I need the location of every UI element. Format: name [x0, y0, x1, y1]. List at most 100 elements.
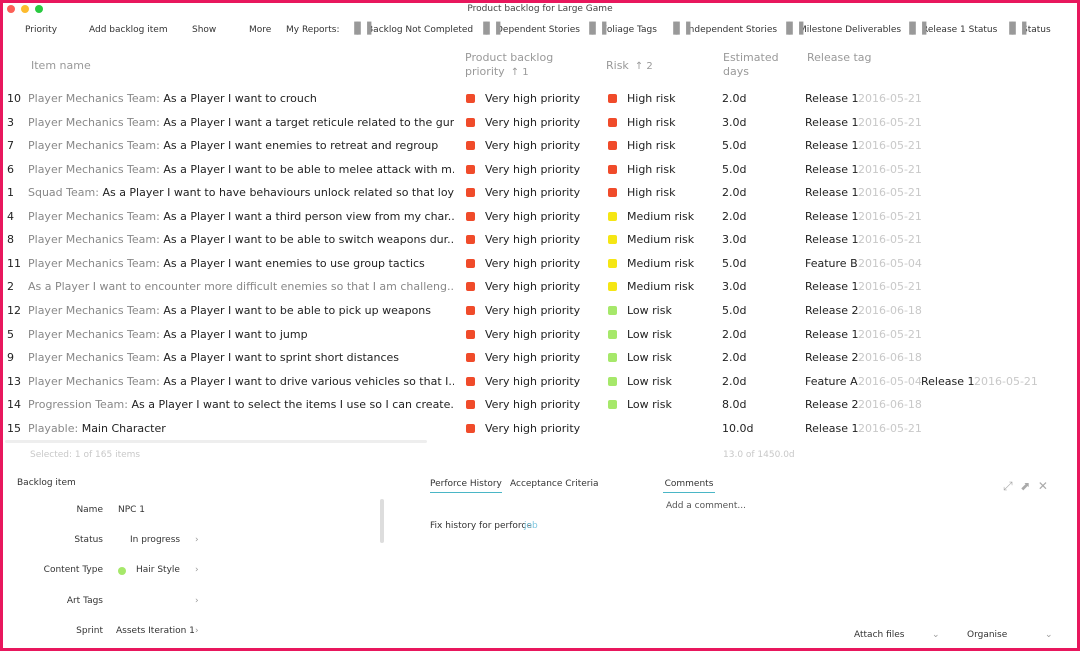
field-value[interactable]: Assets Iteration 1 [116, 625, 195, 636]
toolbar-button[interactable]: More [249, 25, 272, 35]
risk: Low risk [627, 327, 672, 341]
column-header[interactable]: Estimated days [723, 51, 793, 79]
risk-marker [608, 235, 617, 245]
toolbar-button[interactable]: Dependent Stories [496, 25, 580, 35]
table-row[interactable]: 9 Player Mechanics Team: As a Player I wa… [3, 351, 1073, 371]
comment-input[interactable]: Add a comment... [666, 501, 747, 511]
item-text: As a Player I want to be able to pick up… [163, 303, 431, 317]
item-id: 3 [7, 115, 14, 129]
table-row[interactable]: 2 As a Player I want to encounter more di… [3, 280, 1073, 300]
item-text: As a Player I want to drive various vehi… [163, 374, 454, 388]
priority-marker [466, 117, 475, 127]
item-id: 10 [7, 92, 21, 105]
column-header[interactable]: Item name [31, 59, 101, 73]
risk: High risk [627, 139, 676, 153]
risk-marker [608, 353, 617, 363]
history-link[interactable]: job [524, 521, 538, 531]
table-row[interactable]: 3 Player Mechanics Team: As a Player I wa… [3, 116, 1073, 136]
item-text: As a Player I want to have behaviours un… [102, 186, 454, 200]
item-name: Progression Team: As a Player I want to … [28, 398, 454, 411]
organise-button[interactable]: Organise [967, 630, 1008, 640]
field-label: Art Tags [66, 595, 103, 606]
table-row[interactable]: 1 Squad Team: As a Player I want to have … [3, 186, 1073, 206]
priority: Very high priority [485, 92, 581, 105]
tab[interactable]: Acceptance Criteria [510, 479, 599, 489]
priority-marker [466, 188, 475, 198]
release-date: 2016-05-21 [858, 139, 922, 153]
team: Player Mechanics Team: [28, 256, 160, 270]
chart-icon: ▐▌▐ [479, 22, 500, 35]
toolbar-button[interactable]: Foliage Tags [602, 25, 657, 35]
risk: Low risk [627, 303, 672, 317]
item-id: 13 [7, 374, 21, 388]
release-date: 2016-05-21 [858, 327, 922, 341]
priority-marker [466, 211, 475, 221]
table-row[interactable]: 4 Player Mechanics Team: As a Player I wa… [3, 210, 1073, 230]
tab[interactable]: Perforce History [430, 479, 502, 493]
table-row[interactable]: 5 Player Mechanics Team: As a Player I wa… [3, 328, 1073, 348]
release-tag: Feature A [805, 374, 858, 388]
team: Player Mechanics Team: [28, 327, 160, 341]
risk: High risk [627, 186, 676, 200]
item-text: As a Player I want enemies to retreat an… [163, 139, 439, 153]
attach-button[interactable]: Attach files [854, 630, 905, 640]
priority-marker [466, 94, 475, 103]
release-tag: Release 1 [805, 115, 859, 129]
field-value[interactable]: Hair Style [136, 565, 180, 576]
field-label: Sprint [76, 625, 103, 636]
field-value[interactable]: NPC 1 [118, 505, 146, 515]
tab[interactable]: Comments [663, 479, 715, 493]
table-row[interactable]: 13 Player Mechanics Team: As a Player I w… [3, 375, 1073, 395]
release-date: 2016-05-21 [858, 233, 922, 247]
risk: Medium risk [627, 209, 695, 223]
table-row[interactable]: 6 Player Mechanics Team: As a Player I wa… [3, 163, 1073, 183]
release-tag: Release 1 [805, 92, 859, 105]
release-date: 2016-05-21 [858, 186, 922, 200]
toolbar-button[interactable]: Backlog Not Completed [367, 25, 474, 35]
toolbar-button[interactable]: Show [192, 25, 217, 35]
release-tag: Release 1 [805, 186, 859, 200]
estimated-days: 3.0d [722, 115, 747, 129]
item-text: As a Player I want to encounter more dif… [28, 280, 454, 294]
column-header[interactable]: Risk ↑ 2 [606, 59, 676, 74]
table-row[interactable]: 12 Player Mechanics Team: As a Player I w… [3, 304, 1073, 324]
estimated-days: 2.0d [722, 374, 747, 388]
item-name: Player Mechanics Team: As a Player I wan… [28, 233, 454, 246]
estimated-days: 2.0d [722, 92, 747, 105]
priority: Very high priority [485, 398, 581, 412]
column-header[interactable]: Release tag [807, 51, 877, 65]
estimated-days: 10.0d [722, 421, 754, 435]
estimated-days: 2.0d [722, 351, 747, 365]
sort-indicator: ↑ 1 [510, 67, 529, 78]
table-row[interactable]: 7 Player Mechanics Team: As a Player I wa… [3, 139, 1073, 159]
risk: High risk [627, 92, 676, 105]
priority: Very high priority [485, 162, 581, 176]
item-text: As a Player I want to be able to switch … [163, 233, 454, 247]
toolbar-button[interactable]: Release 1 Status [922, 25, 998, 35]
item-id: 8 [7, 233, 14, 247]
toolbar-button[interactable]: Milestone Deliverables [799, 25, 902, 35]
dropdown-arrow: › [195, 565, 199, 576]
column-header[interactable]: Product backlog priority ↑ 1 [465, 51, 555, 80]
table-row[interactable]: 11 Player Mechanics Team: As a Player I w… [3, 257, 1073, 277]
team: Player Mechanics Team: [28, 92, 160, 105]
item-id: 14 [7, 398, 21, 412]
toolbar-button[interactable]: My Reports: [286, 25, 340, 35]
release-date: 2016-06-18 [858, 398, 922, 412]
table-row[interactable]: 8 Player Mechanics Team: As a Player I wa… [3, 233, 1073, 253]
table-row[interactable]: 10 Player Mechanics Team: As a Player I w… [3, 92, 1073, 112]
color-dot [118, 567, 126, 576]
table-row[interactable]: 14 Progression Team: As a Player I want t… [3, 398, 1073, 418]
toolbar-button[interactable]: Status [1022, 25, 1051, 35]
priority: Very high priority [485, 209, 581, 223]
toolbar-button[interactable]: Priority [25, 25, 58, 35]
toolbar-button[interactable]: Add backlog item [89, 25, 168, 35]
item-name: Player Mechanics Team: As a Player I wan… [28, 257, 454, 270]
risk-marker [608, 94, 617, 103]
priority-marker [466, 329, 475, 339]
table-row[interactable]: 15 Playable: Main Character Very high prio… [3, 422, 1073, 442]
toolbar-button[interactable]: Independent Stories [686, 25, 778, 35]
history-text: Fix history for perforce [430, 521, 532, 531]
field-value[interactable]: In progress [130, 535, 181, 546]
item-name: Player Mechanics Team: As a Player I wan… [28, 92, 454, 105]
